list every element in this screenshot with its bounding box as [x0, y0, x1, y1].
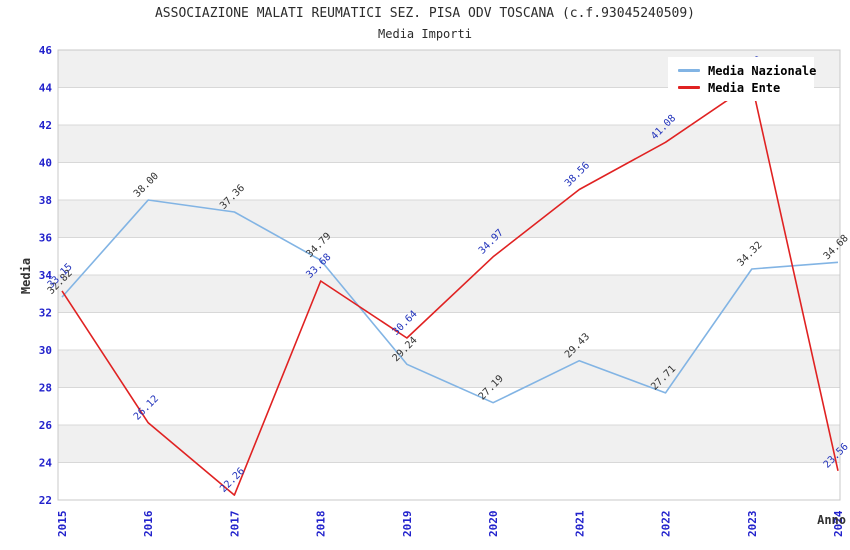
legend-item-media-ente: Media Ente [668, 81, 814, 95]
plot-band [58, 350, 840, 388]
y-tick-label: 26 [39, 419, 53, 432]
x-axis-title: Anno [817, 513, 846, 527]
y-axis-title: Media [19, 258, 33, 294]
y-tick-label: 34 [39, 269, 53, 282]
y-tick-label: 28 [39, 382, 52, 395]
x-tick-label: 2024 [832, 510, 845, 537]
y-tick-label: 30 [39, 344, 52, 357]
y-tick-label: 46 [39, 44, 53, 57]
plot-band [58, 275, 840, 313]
legend: Media Nazionale Media Ente [668, 57, 817, 101]
x-tick-label: 2022 [660, 511, 673, 538]
x-tick-label: 2018 [315, 511, 328, 538]
y-tick-label: 44 [39, 82, 53, 95]
y-tick-label: 32 [39, 307, 52, 320]
legend-label-media-nazionale: Media Nazionale [708, 63, 817, 78]
x-tick-label: 2016 [142, 510, 155, 537]
x-tick-label: 2021 [573, 510, 586, 537]
legend-item-media-nazionale: Media Nazionale [668, 63, 817, 78]
y-tick-label: 42 [39, 119, 52, 132]
plot-band [58, 237, 840, 275]
plot-band [58, 425, 840, 463]
y-tick-label: 38 [39, 194, 52, 207]
chart-subtitle: Media Importi [378, 27, 472, 41]
media-ente-line-swatch [678, 86, 700, 89]
plot-band [58, 312, 840, 350]
plot-band [58, 387, 840, 425]
series-line-media-nazionale [61, 199, 839, 404]
plot-border [57, 49, 841, 501]
chart-title: ASSOCIAZIONE MALATI REUMATICI SEZ. PISA … [154, 6, 696, 21]
x-tick-label: 2023 [746, 511, 759, 538]
plot-band [58, 200, 840, 238]
x-tick-label: 2015 [56, 511, 69, 538]
x-tick-label: 2017 [228, 511, 241, 538]
y-tick-label: 40 [39, 157, 52, 170]
y-tick-label: 36 [39, 232, 53, 245]
y-tick-label: 24 [39, 457, 53, 470]
plot-band [58, 162, 840, 200]
legend-label-media-ente: Media Ente [708, 80, 781, 95]
x-tick-label: 2020 [487, 511, 500, 538]
media-nazionale-line-swatch [678, 69, 700, 72]
x-tick-label: 2019 [401, 511, 414, 538]
y-tick-label: 22 [39, 494, 52, 507]
series-line-media-ente [61, 82, 839, 496]
plot-band [58, 125, 840, 163]
plot-band [58, 462, 840, 500]
